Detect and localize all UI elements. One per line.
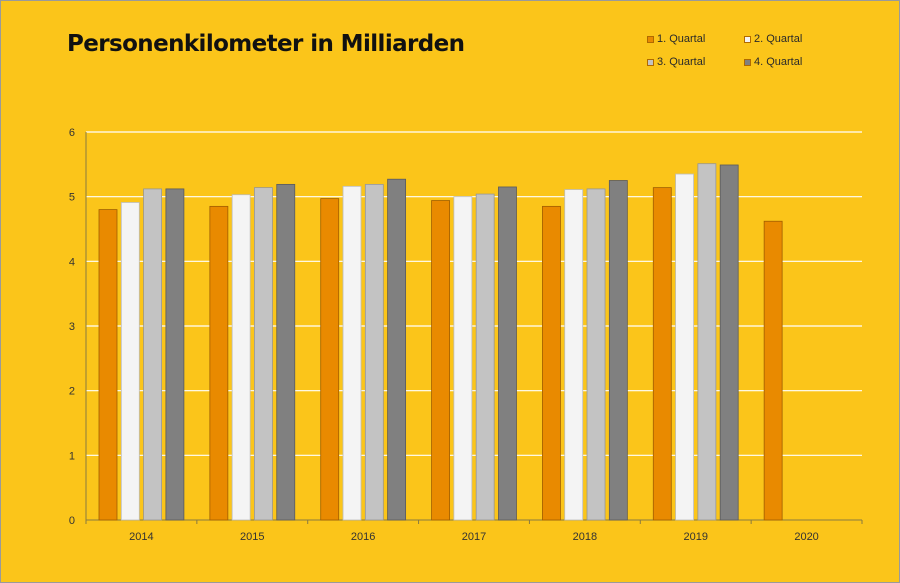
bar-2016-q3 bbox=[364, 183, 384, 521]
bar-2019-q1 bbox=[652, 187, 672, 521]
y-tick-label: 1 bbox=[69, 450, 75, 462]
bar-2014-q4 bbox=[165, 188, 185, 521]
legend-label-q1: 1. Quartal bbox=[657, 33, 706, 45]
legend-swatch-q2 bbox=[744, 35, 751, 43]
bar-2019-q2 bbox=[675, 173, 694, 521]
legend-swatch-q4 bbox=[744, 58, 751, 66]
legend-item-q1: 1. Quartal bbox=[647, 33, 705, 45]
legend-label-q4: 4. Quartal bbox=[754, 56, 803, 68]
bar-2016-q1 bbox=[320, 198, 340, 521]
bar-2018-q1 bbox=[542, 205, 561, 521]
bar-2017-q4 bbox=[498, 186, 517, 521]
legend-item-q3: 3. Quartal bbox=[647, 56, 705, 68]
legend-swatch-q1 bbox=[647, 35, 654, 43]
x-tick-label: 2018 bbox=[573, 531, 597, 543]
bar-2014-q3 bbox=[143, 188, 163, 521]
bar-2015-q3 bbox=[254, 187, 273, 521]
bar-2020-q1 bbox=[763, 220, 783, 521]
bar-2015-q2 bbox=[231, 194, 251, 521]
legend-item-q4: 4. Quartal bbox=[744, 56, 802, 68]
legend-label-q3: 3. Quartal bbox=[657, 56, 706, 68]
y-tick-label: 5 bbox=[69, 192, 75, 204]
bar-2018-q4 bbox=[608, 180, 628, 521]
y-tick-label: 6 bbox=[69, 127, 75, 139]
x-tick-label: 2017 bbox=[462, 531, 486, 543]
legend-label-q2: 2. Quartal bbox=[754, 33, 803, 45]
bar-2017-q2 bbox=[453, 196, 473, 521]
bar-2014-q1 bbox=[98, 209, 118, 521]
bar-2018-q3 bbox=[586, 188, 606, 521]
x-tick-label: 2014 bbox=[129, 531, 153, 543]
x-tick-label: 2016 bbox=[351, 531, 375, 543]
bar-2015-q1 bbox=[209, 205, 229, 521]
bar-2016-q4 bbox=[387, 178, 407, 521]
bar-2015-q4 bbox=[276, 183, 296, 521]
y-tick-label: 3 bbox=[69, 321, 75, 333]
chart-title: Personenkilometer in Milliarden bbox=[67, 31, 465, 57]
x-tick-label: 2020 bbox=[794, 531, 818, 543]
y-tick-label: 2 bbox=[69, 386, 75, 398]
bar-2017-q1 bbox=[431, 200, 450, 521]
y-tick-label: 0 bbox=[69, 515, 75, 527]
bar-2014-q2 bbox=[120, 202, 140, 521]
x-tick-label: 2019 bbox=[683, 531, 707, 543]
bar-2017-q3 bbox=[475, 193, 495, 521]
bar-2018-q2 bbox=[564, 189, 584, 521]
x-tick-label: 2015 bbox=[240, 531, 264, 543]
bar-2019-q4 bbox=[719, 164, 739, 521]
legend-item-q2: 2. Quartal bbox=[744, 33, 802, 45]
legend-swatch-q3 bbox=[647, 58, 654, 66]
bar-2019-q3 bbox=[697, 163, 717, 521]
y-tick-label: 4 bbox=[69, 256, 75, 268]
bar-2016-q2 bbox=[342, 185, 362, 521]
